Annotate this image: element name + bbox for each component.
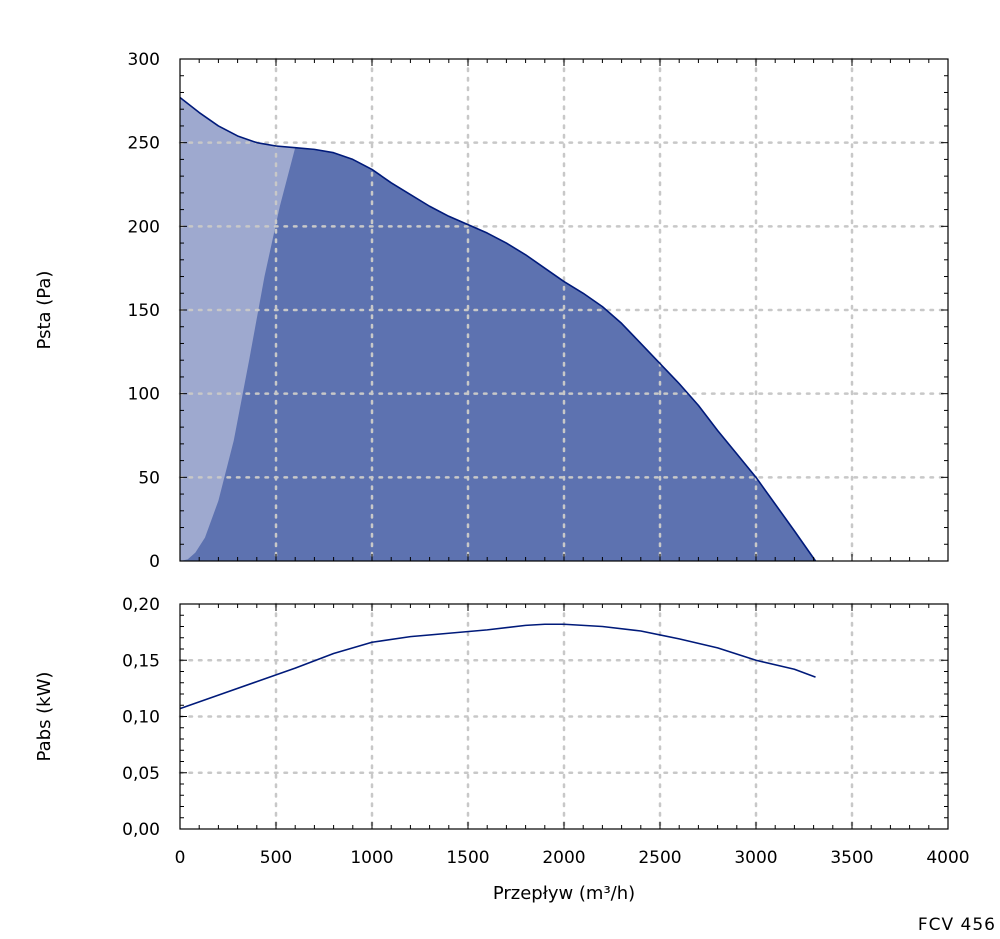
y-axis-title: Pabs (kW) [34,672,55,762]
x-tick-label: 3500 [830,848,873,868]
x-axis-title: Przepływ (m³/h) [493,883,635,904]
operating-area [180,97,816,561]
y-tick-label: 100 [128,385,160,405]
power-curve [179,623,816,710]
y-tick-label: 50 [138,468,160,488]
y-tick-label: 0,20 [122,595,160,615]
x-tick-label: 2500 [638,848,681,868]
x-tick-label: 500 [260,848,292,868]
y-tick-label: 0,10 [122,708,160,728]
x-tick-label: 1500 [446,848,489,868]
model-label: FCV 456 [917,915,996,935]
pressure-curve [179,96,817,562]
y-tick-label: 0 [149,552,160,572]
y-tick-label: 150 [128,301,160,321]
x-tick-label: 0 [175,848,186,868]
x-tick-label: 1000 [350,848,393,868]
x-tick-label: 3000 [734,848,777,868]
y-tick-label: 300 [128,50,160,70]
x-tick-label: 4000 [926,848,969,868]
y-tick-label: 200 [128,217,160,237]
y-tick-label: 0,15 [122,651,160,671]
low-flow-area [180,97,296,561]
x-tick-label: 2000 [542,848,585,868]
y-tick-label: 250 [128,134,160,154]
y-tick-label: 0,00 [122,820,160,840]
y-axis-title: Psta (Pa) [34,271,55,350]
y-tick-label: 0,05 [122,764,160,784]
